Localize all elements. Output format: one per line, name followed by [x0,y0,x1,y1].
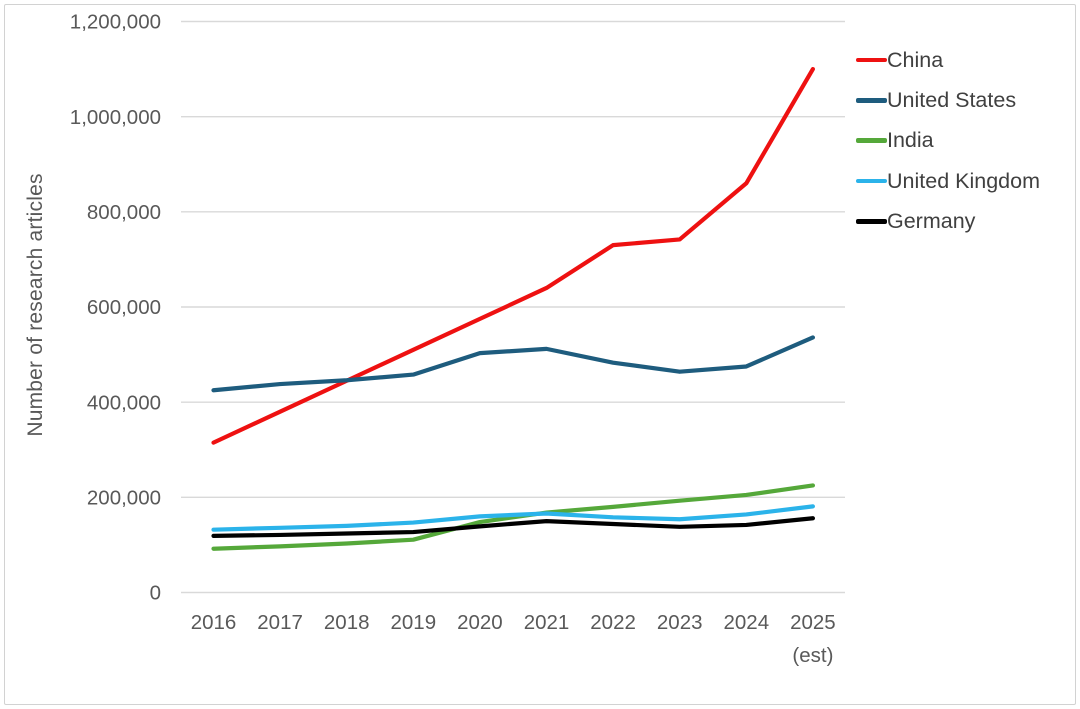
y-tick-label: 0 [150,582,161,605]
y-tick-label: 400,000 [87,391,161,414]
x-tick-label: 2019 [390,611,436,634]
legend-item-india: India [856,121,1071,161]
x-tick-label: 2022 [590,611,636,634]
x-tick-label: 2021 [524,611,570,634]
x-tick-label: 2016 [191,611,237,634]
y-axis-title: Number of research articles [24,173,47,437]
series-line-china [211,66,816,445]
legend-swatch-united-states [856,98,887,103]
legend-swatch-india [856,138,887,143]
x-tick-label: 2024 [723,611,769,634]
y-tick-label: 600,000 [87,296,161,319]
y-tick-label: 800,000 [87,201,161,224]
legend-swatch-germany [856,219,887,224]
legend-label-china: China [887,47,944,72]
x-tick-label: 2017 [257,611,303,634]
legend-label-india: India [887,128,934,153]
x-tick-note: (est) [792,644,833,667]
series-line-india [211,483,816,551]
legend-label-united-kingdom: United Kingdom [887,168,1040,193]
x-tick-label: 2018 [324,611,370,634]
legend-item-china: China [856,40,1071,80]
legend: China United States India United Kingdom Ger… [856,40,1071,241]
series-line-united-states [211,335,816,393]
legend-item-united-kingdom: United Kingdom [856,161,1071,201]
series-line-united-kingdom [211,504,816,532]
legend-item-united-states: United States [856,80,1071,120]
legend-item-germany: Germany [856,201,1071,241]
legend-swatch-china [856,57,887,63]
x-tick-label: 2020 [457,611,503,634]
x-tick-label: 2023 [657,611,703,634]
series-line-germany [211,516,816,538]
y-tick-label: 1,000,000 [70,106,161,129]
y-tick-label: 200,000 [87,487,161,510]
y-tick-label: 1,200,000 [70,11,161,34]
legend-swatch-united-kingdom [856,178,887,184]
legend-label-germany: Germany [887,208,976,233]
x-tick-label: 2025 [790,611,836,634]
legend-label-united-states: United States [887,87,1017,112]
